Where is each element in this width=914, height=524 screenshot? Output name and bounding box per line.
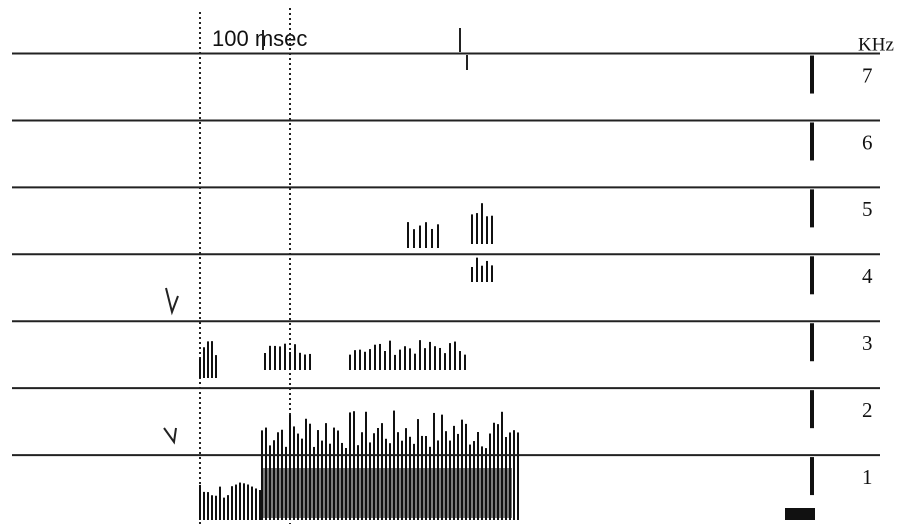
y-tick-label: 7	[862, 63, 873, 87]
spectral-energy	[200, 203, 815, 520]
chart: 100 msec KHz 1 2 3 4 5 6 7	[0, 0, 914, 524]
page: 100 msec KHz 1234567 (() => { const data…	[0, 0, 914, 524]
dense-band	[785, 508, 815, 520]
arrow	[164, 428, 176, 442]
y-tick-label: 2	[862, 398, 873, 422]
y-axis-label: KHz	[858, 34, 894, 55]
y-tick-label: 6	[862, 130, 873, 154]
dense-band	[262, 468, 512, 518]
time-scale-label: 100 msec	[212, 26, 307, 51]
y-tick-label: 1	[862, 465, 873, 489]
y-tick-label: 3	[862, 331, 873, 355]
y-tick-label: 4	[862, 264, 873, 288]
arrow	[166, 288, 178, 312]
y-tick-label: 5	[862, 197, 873, 221]
